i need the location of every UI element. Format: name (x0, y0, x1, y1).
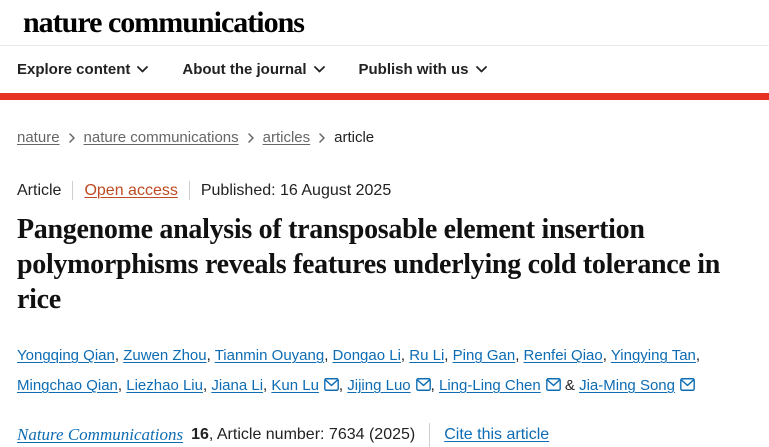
chevron-down-icon (137, 66, 149, 73)
author-separator: , (444, 347, 453, 364)
author-link[interactable]: Zuwen Zhou (123, 347, 207, 364)
author-separator: & (560, 377, 580, 394)
author-link[interactable]: Ru Li (409, 347, 445, 364)
author-separator: , (206, 347, 215, 364)
author-link[interactable]: Mingchao Qian (17, 377, 118, 394)
author-link[interactable]: Tianmin Ouyang (214, 347, 325, 364)
separator (429, 423, 431, 447)
separator (188, 181, 190, 200)
author-link[interactable]: Dongao Li (332, 347, 401, 364)
journal-name-link[interactable]: Nature Communications (17, 425, 184, 444)
breadcrumb-item-nature-communications[interactable]: nature communications (83, 129, 239, 146)
chevron-right-icon (319, 132, 325, 143)
author-separator: , (515, 347, 524, 364)
article-number-text: , Article number: 7634 (2025) (208, 426, 416, 443)
author-link[interactable]: Renfei Qiao (523, 347, 603, 364)
breadcrumb-item-nature[interactable]: nature (17, 129, 60, 146)
breadcrumb-item-articles[interactable]: articles (262, 129, 311, 146)
author-link[interactable]: Kun Lu (271, 377, 319, 394)
nav-item-label: Explore content (17, 61, 131, 78)
main-nav: Explore content About the journal Publis… (0, 46, 769, 93)
volume-number: 16 (191, 426, 209, 443)
citation-line: Nature Communications 16 , Article numbe… (17, 423, 750, 447)
chevron-right-icon (247, 132, 254, 143)
author-link[interactable]: Jijing Luo (347, 377, 411, 394)
author-separator: , (324, 347, 333, 364)
email-icon[interactable] (324, 378, 339, 391)
masthead: nature communications (0, 0, 769, 46)
author-link[interactable]: Jia-Ming Song (579, 377, 675, 394)
author-link[interactable]: Jiana Li (211, 377, 264, 394)
author-separator: , (338, 377, 348, 394)
author-separator: , (263, 377, 272, 394)
nature-red-accent-bar (0, 93, 769, 100)
breadcrumb-item-article: article (334, 129, 375, 146)
author-separator: , (400, 347, 410, 364)
author-separator: , (114, 347, 124, 364)
nav-explore-content[interactable]: Explore content (17, 61, 149, 78)
author-link[interactable]: Yingying Tan (610, 347, 696, 364)
email-icon[interactable] (545, 378, 561, 391)
author-separator: , (117, 377, 127, 394)
author-link[interactable]: Ling-Ling Chen (439, 377, 541, 394)
author-separator: , (695, 347, 701, 364)
email-icon[interactable] (680, 378, 695, 391)
breadcrumb: nature nature communications articles artic… (17, 129, 750, 146)
chevron-right-icon (68, 132, 75, 143)
author-link[interactable]: Liezhao Liu (126, 377, 203, 394)
author-separator: , (202, 377, 212, 394)
journal-logo[interactable]: nature communications (23, 5, 305, 39)
nav-about-the-journal[interactable]: About the journal (182, 61, 325, 78)
article-title: Pangenome analysis of transposable eleme… (17, 214, 721, 315)
nav-item-label: Publish with us (358, 61, 469, 78)
author-link[interactable]: Yongqing Qian (17, 347, 115, 364)
nav-publish-with-us[interactable]: Publish with us (359, 61, 487, 78)
author-link[interactable]: Ping Gan (452, 347, 516, 364)
article-meta: Article Open access Published: 16 August… (17, 181, 750, 200)
author-list: Yongqing Qian, Zuwen Zhou, Tianmin Ouyan… (17, 341, 750, 401)
author-separator: , (430, 377, 439, 394)
chevron-down-icon (475, 66, 487, 73)
cite-this-article-link[interactable]: Cite this article (444, 426, 550, 443)
published-date: Published: 16 August 2025 (200, 181, 392, 199)
chevron-down-icon (313, 66, 325, 73)
author-separator: , (602, 347, 611, 364)
email-icon[interactable] (415, 378, 431, 391)
open-access-link[interactable]: Open access (84, 181, 178, 199)
article-type-label: Article (17, 181, 62, 199)
separator (72, 181, 74, 200)
article-header: nature nature communications articles artic… (0, 129, 762, 447)
nav-item-label: About the journal (182, 61, 307, 78)
